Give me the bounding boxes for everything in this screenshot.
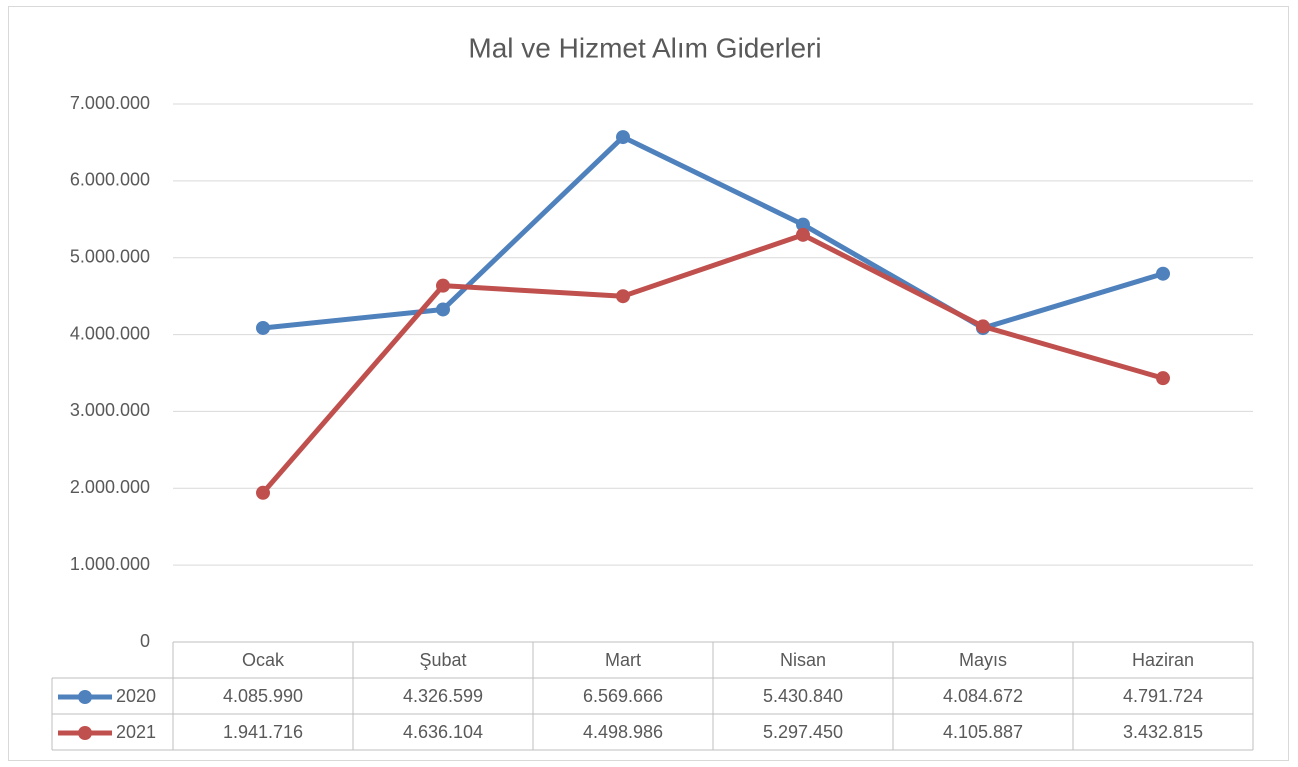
y-tick-label: 4.000.000	[70, 323, 150, 343]
line	[260, 134, 1166, 331]
marker	[976, 319, 990, 334]
table-cell: 5.430.840	[763, 686, 843, 706]
marker	[796, 227, 810, 242]
x-tick-label: Mart	[605, 650, 641, 670]
marker	[796, 217, 810, 232]
x-tick-label: Nisan	[780, 650, 826, 670]
table-cell: 6.569.666	[583, 686, 663, 706]
table-cell: 5.297.450	[763, 722, 843, 742]
marker	[1156, 371, 1170, 386]
legend-label: 2020	[116, 686, 156, 706]
legend-marker	[78, 690, 92, 704]
marker	[436, 278, 450, 293]
table-cell: 4.791.724	[1123, 686, 1203, 706]
marker	[436, 302, 450, 317]
marker	[256, 485, 270, 500]
table-cell: 4.084.672	[943, 686, 1023, 706]
table-cell: 4.498.986	[583, 722, 663, 742]
marker	[616, 130, 630, 145]
y-tick-label: 1.000.000	[70, 554, 150, 574]
legend-marker	[78, 726, 92, 740]
y-tick-label: 7.000.000	[70, 93, 150, 113]
x-tick-label: Ocak	[242, 650, 285, 670]
marker	[256, 320, 270, 335]
line	[260, 232, 1166, 496]
table-cell: 1.941.716	[223, 722, 303, 742]
chart-frame	[8, 6, 1289, 761]
x-tick-label: Mayıs	[959, 650, 1007, 670]
x-tick-label: Şubat	[419, 650, 466, 670]
y-tick-label: 6.000.000	[70, 170, 150, 190]
y-tick-label: 3.000.000	[70, 400, 150, 420]
table-cell: 4.326.599	[403, 686, 483, 706]
legend-label: 2021	[116, 722, 156, 742]
y-tick-label: 0	[140, 631, 150, 651]
table-cell: 4.105.887	[943, 722, 1023, 742]
chart-title: Mal ve Hizmet Alım Giderleri	[468, 32, 821, 63]
table-cell: 3.432.815	[1123, 722, 1203, 742]
table-cell: 4.085.990	[223, 686, 303, 706]
y-tick-label: 2.000.000	[70, 477, 150, 497]
marker	[1156, 266, 1170, 281]
table-cell: 4.636.104	[403, 722, 483, 742]
y-tick-label: 5.000.000	[70, 246, 150, 266]
x-tick-label: Haziran	[1132, 650, 1194, 670]
marker	[616, 289, 630, 304]
